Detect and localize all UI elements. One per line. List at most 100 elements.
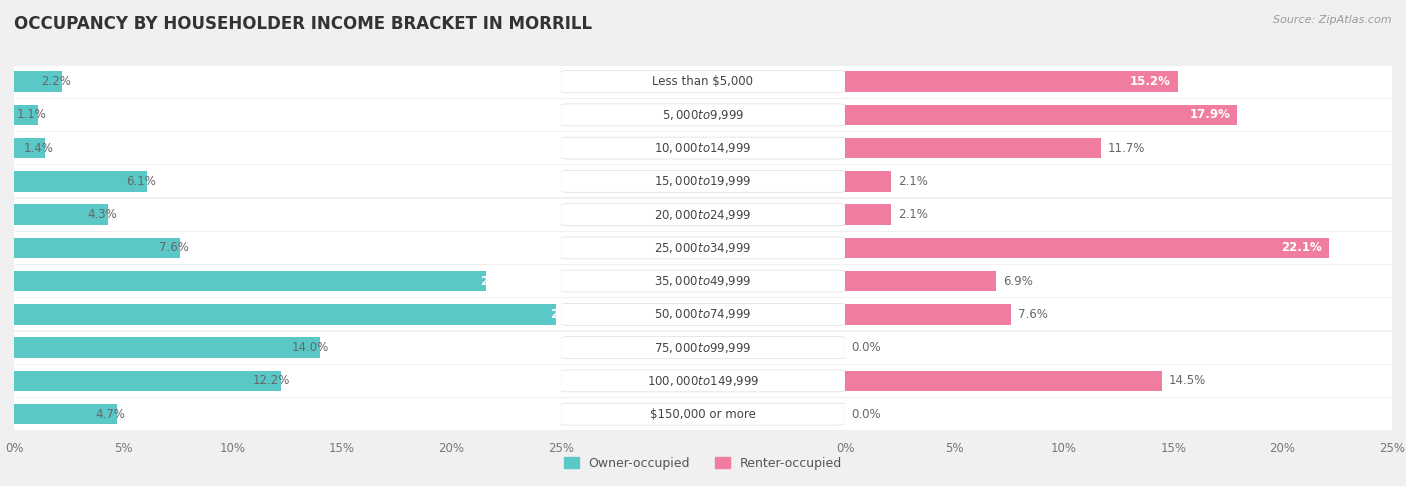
Text: 1.1%: 1.1% <box>17 108 46 122</box>
Text: $25,000 to $34,999: $25,000 to $34,999 <box>654 241 752 255</box>
FancyBboxPatch shape <box>561 133 845 164</box>
FancyBboxPatch shape <box>561 332 845 363</box>
Bar <box>845 104 1237 125</box>
Bar <box>561 66 845 98</box>
FancyBboxPatch shape <box>561 199 845 230</box>
Text: 6.9%: 6.9% <box>1002 275 1032 288</box>
FancyBboxPatch shape <box>561 66 845 97</box>
Legend: Owner-occupied, Renter-occupied: Owner-occupied, Renter-occupied <box>558 452 848 475</box>
Bar <box>14 165 561 197</box>
Bar <box>14 132 561 164</box>
FancyBboxPatch shape <box>561 365 845 397</box>
Bar <box>14 298 561 330</box>
Bar <box>14 398 561 430</box>
Text: 14.0%: 14.0% <box>292 341 329 354</box>
FancyBboxPatch shape <box>14 66 561 97</box>
FancyBboxPatch shape <box>14 299 561 330</box>
Bar <box>14 199 561 230</box>
Bar <box>14 370 281 391</box>
Bar <box>561 398 845 430</box>
Text: $35,000 to $49,999: $35,000 to $49,999 <box>654 274 752 288</box>
FancyBboxPatch shape <box>561 399 845 430</box>
FancyBboxPatch shape <box>845 399 1392 430</box>
Bar <box>845 204 891 225</box>
Text: 4.3%: 4.3% <box>87 208 117 221</box>
FancyBboxPatch shape <box>561 303 845 325</box>
FancyBboxPatch shape <box>845 99 1392 130</box>
FancyBboxPatch shape <box>561 337 845 359</box>
Bar <box>14 238 180 258</box>
Text: 2.2%: 2.2% <box>41 75 70 88</box>
FancyBboxPatch shape <box>561 370 845 392</box>
FancyBboxPatch shape <box>845 365 1392 397</box>
FancyBboxPatch shape <box>561 171 845 192</box>
Bar <box>845 238 1329 258</box>
Text: OCCUPANCY BY HOUSEHOLDER INCOME BRACKET IN MORRILL: OCCUPANCY BY HOUSEHOLDER INCOME BRACKET … <box>14 15 592 33</box>
Text: $10,000 to $14,999: $10,000 to $14,999 <box>654 141 752 155</box>
Bar <box>14 99 561 131</box>
Text: $5,000 to $9,999: $5,000 to $9,999 <box>662 108 744 122</box>
FancyBboxPatch shape <box>14 166 561 197</box>
Text: Less than $5,000: Less than $5,000 <box>652 75 754 88</box>
FancyBboxPatch shape <box>561 166 845 197</box>
Bar <box>561 331 845 364</box>
Bar <box>14 331 561 364</box>
Text: $75,000 to $99,999: $75,000 to $99,999 <box>654 341 752 355</box>
Text: 24.8%: 24.8% <box>550 308 591 321</box>
FancyBboxPatch shape <box>14 265 561 297</box>
Bar <box>845 398 1392 430</box>
FancyBboxPatch shape <box>845 332 1392 363</box>
Bar <box>845 331 1392 364</box>
Bar <box>845 271 995 292</box>
Text: $20,000 to $24,999: $20,000 to $24,999 <box>654 208 752 222</box>
FancyBboxPatch shape <box>14 399 561 430</box>
Text: 6.1%: 6.1% <box>127 175 156 188</box>
FancyBboxPatch shape <box>561 265 845 297</box>
Text: $100,000 to $149,999: $100,000 to $149,999 <box>647 374 759 388</box>
FancyBboxPatch shape <box>561 99 845 130</box>
Text: 17.9%: 17.9% <box>1189 108 1230 122</box>
Bar <box>845 165 1392 197</box>
Text: 11.7%: 11.7% <box>1108 141 1144 155</box>
Bar <box>561 199 845 230</box>
FancyBboxPatch shape <box>561 237 845 259</box>
FancyBboxPatch shape <box>845 199 1392 230</box>
Bar <box>845 370 1163 391</box>
FancyBboxPatch shape <box>14 232 561 263</box>
FancyBboxPatch shape <box>561 137 845 159</box>
Bar <box>14 337 321 358</box>
FancyBboxPatch shape <box>845 232 1392 263</box>
Bar <box>14 204 108 225</box>
Bar <box>561 365 845 397</box>
FancyBboxPatch shape <box>561 299 845 330</box>
Bar <box>845 171 891 191</box>
FancyBboxPatch shape <box>845 299 1392 330</box>
Text: 4.7%: 4.7% <box>96 408 125 420</box>
Bar <box>14 404 117 424</box>
FancyBboxPatch shape <box>561 270 845 292</box>
Bar <box>845 199 1392 230</box>
FancyBboxPatch shape <box>14 99 561 130</box>
FancyBboxPatch shape <box>845 166 1392 197</box>
Text: 7.6%: 7.6% <box>1018 308 1047 321</box>
FancyBboxPatch shape <box>845 265 1392 297</box>
Text: 15.2%: 15.2% <box>1130 75 1171 88</box>
Bar <box>561 265 845 297</box>
Bar <box>845 298 1392 330</box>
Text: 2.1%: 2.1% <box>897 175 928 188</box>
FancyBboxPatch shape <box>561 70 845 92</box>
FancyBboxPatch shape <box>561 104 845 126</box>
Text: 2.1%: 2.1% <box>897 208 928 221</box>
Bar <box>14 66 561 98</box>
Bar <box>845 132 1392 164</box>
Text: $150,000 or more: $150,000 or more <box>650 408 756 420</box>
FancyBboxPatch shape <box>14 365 561 397</box>
Bar <box>14 71 62 92</box>
Text: 7.6%: 7.6% <box>159 242 188 254</box>
FancyBboxPatch shape <box>845 133 1392 164</box>
Bar <box>845 66 1392 98</box>
FancyBboxPatch shape <box>14 199 561 230</box>
Text: 21.6%: 21.6% <box>479 275 520 288</box>
Text: 12.2%: 12.2% <box>252 374 290 387</box>
Text: Source: ZipAtlas.com: Source: ZipAtlas.com <box>1274 15 1392 25</box>
